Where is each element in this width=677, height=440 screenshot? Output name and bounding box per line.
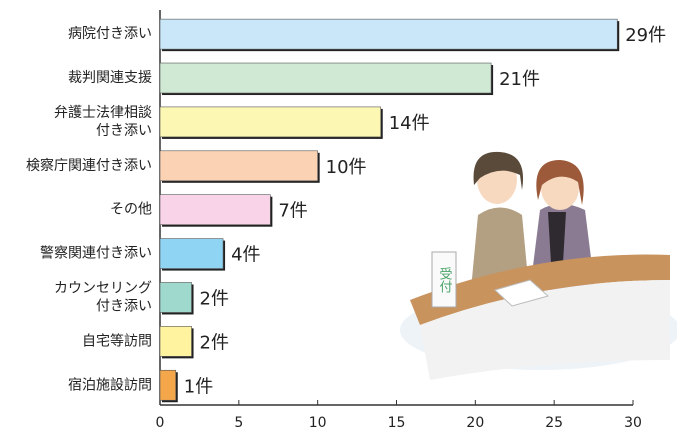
chart: 受付 0 5 10 15 20 25 30 病院付き添い 29件裁判関連支援 21件弁護士法律相談… xyxy=(0,0,677,440)
bar xyxy=(160,326,192,356)
sign-text: 受付 xyxy=(437,267,453,293)
x-tick-label: 10 xyxy=(309,415,327,431)
value-label: 21件 xyxy=(499,69,540,90)
bar xyxy=(160,63,491,93)
bar xyxy=(160,239,223,269)
value-label: 7件 xyxy=(278,201,307,222)
y-tick-label: カウンセリング付き添い xyxy=(54,280,152,314)
value-label: 2件 xyxy=(200,332,229,353)
bar xyxy=(160,370,176,400)
x-tick-label: 25 xyxy=(545,415,563,431)
y-tick-label: その他 xyxy=(110,202,152,218)
y-tick-label: 検察庁関連付き添い xyxy=(26,157,152,174)
y-tick-label: 宿泊施設訪問 xyxy=(68,376,152,393)
bar xyxy=(160,107,381,137)
x-tick-label: 20 xyxy=(466,415,484,431)
value-label: 4件 xyxy=(231,245,260,266)
y-tick-label: 弁護士法律相談付き添い xyxy=(54,105,152,139)
illustration: 受付 xyxy=(400,152,677,380)
value-label: 10件 xyxy=(326,157,367,178)
y-tick-label: 警察関連付き添い xyxy=(40,245,152,262)
value-label: 1件 xyxy=(184,376,213,397)
value-label: 29件 xyxy=(625,25,666,46)
bar xyxy=(160,19,617,49)
x-tick-label: 30 xyxy=(624,415,642,431)
x-tick-label: 0 xyxy=(156,415,165,431)
x-tick-label: 15 xyxy=(388,415,406,431)
y-tick-label: 自宅等訪問 xyxy=(82,332,152,349)
value-label: 2件 xyxy=(200,288,229,309)
y-tick-label: 裁判関連支援 xyxy=(68,70,152,86)
y-tick-label: 病院付き添い xyxy=(68,26,152,42)
bar xyxy=(160,282,192,312)
bar xyxy=(160,195,270,225)
x-tick-label: 5 xyxy=(234,415,243,431)
value-label: 14件 xyxy=(389,113,430,134)
bar xyxy=(160,151,318,181)
